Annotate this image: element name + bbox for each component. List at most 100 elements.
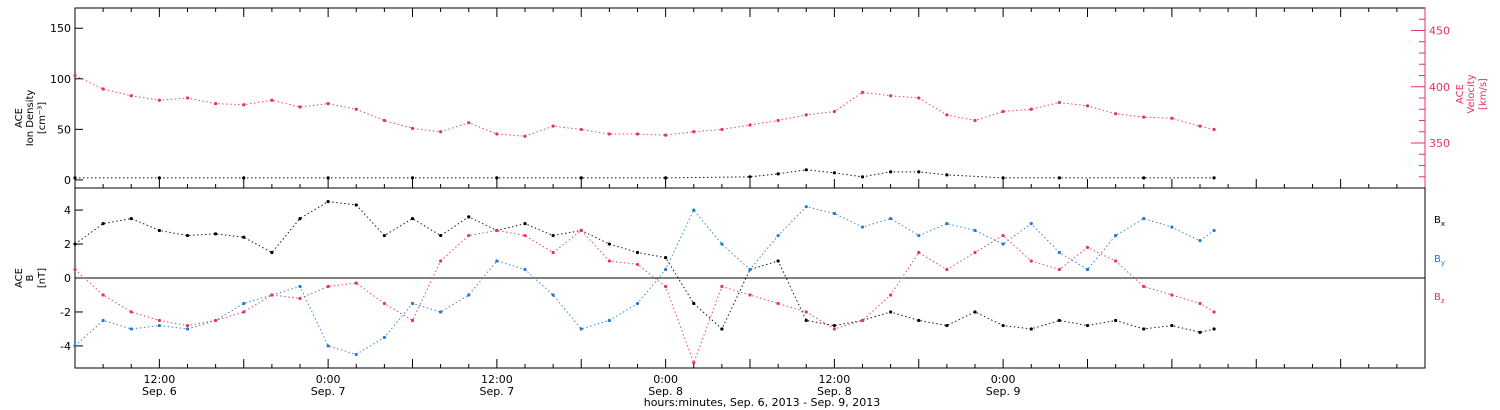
bx-point [1212, 327, 1216, 331]
velocity-point [664, 133, 668, 137]
top-x-ticks [102, 8, 1398, 188]
legend-by: By [1434, 254, 1445, 267]
by-point [1212, 228, 1216, 233]
bx-point [832, 323, 836, 328]
velocity-point [242, 103, 246, 107]
by-point [889, 216, 893, 221]
density-point [917, 170, 921, 174]
by-point [551, 293, 555, 297]
by-point [692, 208, 696, 212]
velocity-tick-label: 400 [1429, 81, 1450, 94]
by-point [1001, 242, 1005, 246]
bz-point [889, 293, 893, 297]
bz-point [242, 310, 246, 314]
bx-point [129, 216, 133, 221]
bz-point [917, 250, 921, 255]
bx-point [776, 259, 780, 263]
by-point [1029, 222, 1033, 226]
by-point [860, 225, 865, 229]
density-point [1001, 176, 1005, 180]
bz-point [157, 318, 161, 323]
velocity-point [607, 132, 611, 136]
by-point [410, 301, 415, 306]
by-point [242, 301, 246, 306]
density-point [860, 175, 865, 179]
velocity-point [1198, 124, 1202, 128]
x-tick-date: Sep. 9 [986, 385, 1021, 398]
velocity-point [495, 132, 499, 136]
legend-bz: Bz [1434, 292, 1445, 305]
velocity-point [439, 130, 443, 134]
bx-point [720, 327, 724, 331]
by-point [439, 310, 443, 314]
bz-point [664, 284, 668, 289]
by-point [804, 205, 808, 209]
velocity-y-axis: 350 400 450 [1411, 8, 1450, 188]
bz-point [439, 259, 443, 263]
by-point [1170, 225, 1174, 229]
bz-point [1001, 233, 1005, 238]
by-point [1142, 216, 1146, 221]
by-point [467, 293, 471, 297]
bx-point [157, 228, 161, 233]
density-point [1057, 176, 1061, 180]
bottom-panel-series [73, 199, 1216, 365]
velocity-point [1085, 104, 1090, 108]
density-y-axis: 0 50 100 150 [50, 22, 83, 187]
bx-point [1057, 318, 1061, 323]
bx-point [973, 310, 977, 314]
x-tick-date: Sep. 7 [480, 385, 515, 398]
density-point [889, 170, 893, 174]
bx-point [101, 222, 105, 226]
velocity-point [214, 102, 218, 106]
by-trace [74, 206, 1215, 355]
velocity-point [860, 90, 865, 94]
by-point [607, 318, 611, 323]
x-tick-time: 0:00 [316, 373, 341, 386]
b-ylabel-line3: [nT] [37, 268, 48, 288]
velocity-point [1142, 115, 1146, 119]
bx-point [1142, 327, 1146, 331]
density-point [1142, 176, 1146, 180]
bz-point [326, 284, 330, 289]
bz-point [720, 284, 724, 289]
density-point [242, 176, 246, 180]
bz-point [1029, 259, 1033, 263]
bx-point [382, 233, 386, 238]
by-point [1057, 250, 1061, 255]
density-point [804, 168, 808, 172]
bx-point [1114, 318, 1118, 323]
bz-point [270, 293, 274, 297]
density-series [73, 168, 1216, 180]
velocity-point [973, 118, 977, 123]
by-point [973, 228, 977, 233]
bz-point [860, 318, 865, 323]
x-tick-time: 12:00 [144, 373, 176, 386]
b-ylabel-line1: ACE [14, 268, 25, 288]
by-point [1198, 239, 1202, 243]
velocity-point [354, 107, 358, 111]
by-point [523, 267, 527, 272]
bz-point [579, 228, 583, 233]
x-tick-date: Sep. 6 [142, 385, 177, 398]
x-tick-time: 0:00 [991, 373, 1016, 386]
x-tick-time: 12:00 [481, 373, 513, 386]
density-ylabel-line1: ACE [14, 108, 25, 128]
bz-point [776, 301, 780, 306]
density-tick-label: 0 [64, 174, 71, 187]
bz-point [523, 233, 527, 238]
by-point [917, 233, 921, 238]
density-point [832, 171, 836, 175]
velocity-point [410, 126, 415, 130]
density-point [776, 172, 780, 176]
top-panel-series [73, 73, 1216, 180]
bz-point [410, 318, 415, 323]
velocity-point [73, 73, 77, 78]
velocity-point [889, 94, 893, 98]
by-point [1085, 267, 1090, 272]
bx-point [1029, 327, 1033, 331]
bx-point [242, 235, 246, 239]
x-axis-label: hours:minutes, Sep. 6, 2013 - Sep. 9, 20… [644, 396, 881, 409]
bx-point [945, 323, 949, 328]
